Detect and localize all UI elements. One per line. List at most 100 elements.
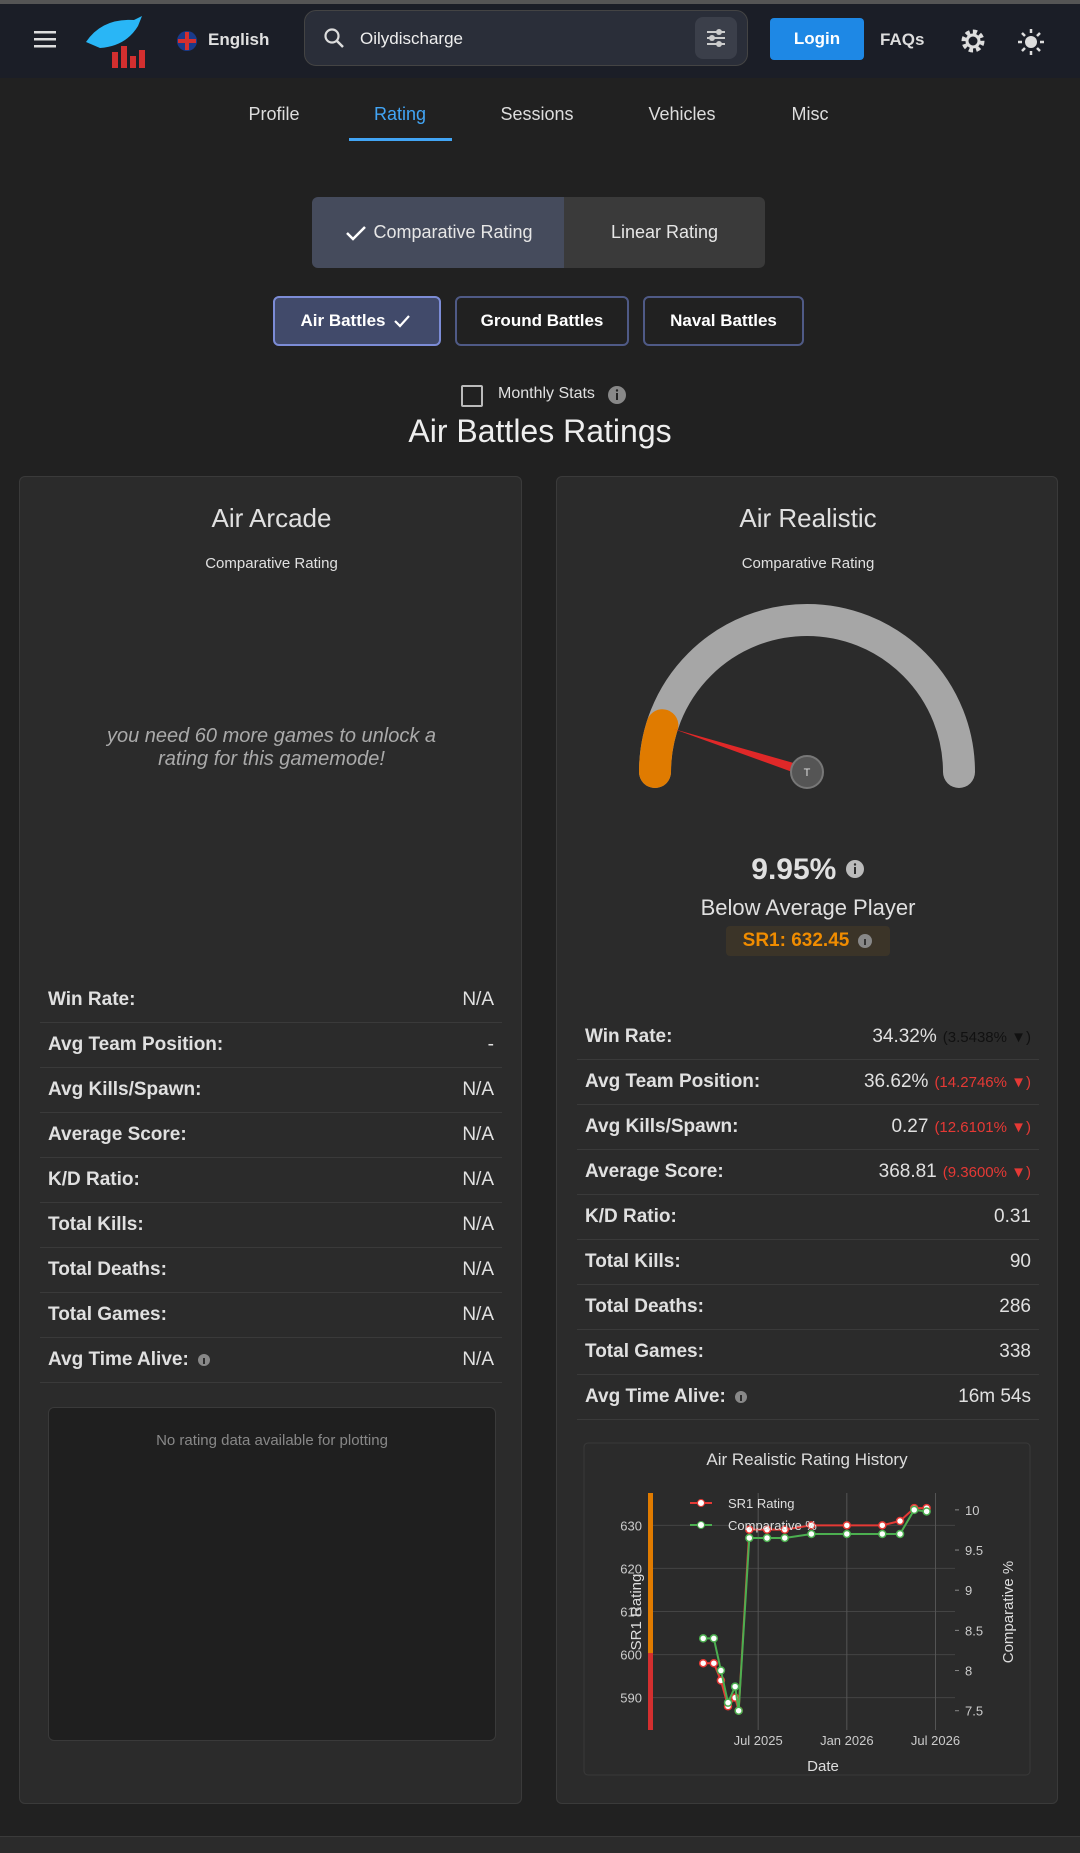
logo[interactable]	[82, 12, 150, 72]
stat-row: Win Rate: 34.32% (3.5438% ▼)	[577, 1015, 1039, 1060]
stat-row: Average Score: 368.81 (9.3600% ▼)	[577, 1150, 1039, 1195]
tab[interactable]: Rating	[373, 104, 427, 124]
stat-value-group: N/A	[462, 1259, 494, 1281]
battle-air[interactable]: Air Battles	[273, 296, 441, 346]
stat-value: N/A	[462, 1259, 494, 1280]
battle-label: Air Battles	[300, 311, 386, 330]
rating-label: Below Average Player	[700, 895, 916, 920]
stat-value-group: 34.32% (3.5438% ▼)	[872, 1026, 1031, 1048]
stat-row: Avg Team Position: -	[40, 1023, 502, 1068]
stat-change: (9.3600% ▼)	[942, 1163, 1031, 1181]
info-icon[interactable]	[607, 385, 627, 405]
faqs-link[interactable]: FAQs	[880, 30, 925, 49]
stat-label: Total Deaths:	[585, 1296, 704, 1317]
stat-label: Average Score:	[48, 1124, 187, 1145]
battle-ground[interactable]: Ground Battles	[455, 296, 629, 346]
monthly-checkbox[interactable]	[461, 385, 483, 407]
stat-label: Avg Team Position:	[585, 1071, 761, 1092]
unlock-message: you need 60 more games to unlock a ratin…	[106, 725, 437, 770]
stat-value: 36.62%	[863, 1071, 929, 1092]
next-card	[0, 1836, 1080, 1853]
stat-row: Total Games: 338	[577, 1330, 1039, 1375]
stat-value: N/A	[462, 1124, 494, 1145]
stat-value: N/A	[462, 1169, 494, 1190]
sr1-badge: SR1: 632.45	[726, 926, 890, 956]
search-box[interactable]: Oilydischarge	[304, 10, 748, 66]
search-icon	[324, 28, 344, 48]
stat-row: Win Rate: N/A	[40, 978, 502, 1023]
stat-label: Total Games:	[48, 1304, 167, 1325]
stat-value-group: N/A	[462, 1349, 494, 1371]
theme-icon[interactable]	[1017, 28, 1045, 56]
stat-row: Avg Team Position: 36.62% (14.2746% ▼)	[577, 1060, 1039, 1105]
stat-value: 338	[999, 1341, 1031, 1362]
stat-value: N/A	[462, 1079, 494, 1100]
stat-change: (12.6101% ▼)	[934, 1118, 1031, 1136]
rating-mode-toggle: Comparative Rating Linear Rating	[312, 197, 765, 268]
filter-button[interactable]	[695, 17, 737, 59]
stats-table: Win Rate: N/A Avg Team Position: - Avg Kills…	[40, 978, 502, 1383]
stat-row: Total Deaths: N/A	[40, 1248, 502, 1293]
mode-comparative[interactable]: Comparative Rating	[312, 197, 564, 268]
stat-value: 90	[1009, 1251, 1031, 1272]
gauge-value: 9.95%	[557, 853, 1059, 887]
login-button[interactable]: Login	[770, 18, 864, 60]
info-icon[interactable]	[734, 1390, 748, 1404]
stat-value-group: N/A	[462, 1304, 494, 1326]
mode-linear[interactable]: Linear Rating	[564, 197, 765, 268]
stat-value: N/A	[462, 1349, 494, 1370]
search-text: Oilydischarge	[360, 29, 463, 48]
flag-icon	[177, 31, 197, 51]
stat-value: N/A	[462, 1304, 494, 1325]
stat-label: Avg Time Alive:	[48, 1349, 211, 1371]
settings-icon[interactable]	[960, 28, 986, 54]
stat-value: -	[487, 1034, 494, 1055]
section-title: Air Battles Ratings	[408, 413, 672, 449]
menu-icon[interactable]	[34, 30, 58, 50]
stat-value: N/A	[462, 989, 494, 1010]
info-icon[interactable]	[197, 1353, 211, 1367]
stat-value-group: N/A	[462, 1169, 494, 1191]
card-air-arcade: Air Arcade Comparative Rating you need 6…	[19, 476, 522, 1804]
stat-value-group: 368.81 (9.3600% ▼)	[879, 1161, 1031, 1183]
card-subtitle: Comparative Rating	[205, 555, 338, 572]
stat-value-group: 0.27 (12.6101% ▼)	[891, 1116, 1031, 1138]
stat-label: Total Deaths:	[48, 1259, 167, 1280]
stat-value-group: 36.62% (14.2746% ▼)	[864, 1071, 1031, 1093]
stat-value: 286	[999, 1296, 1031, 1317]
monthly-label: Monthly Stats	[498, 385, 595, 402]
stat-label: Avg Time Alive:	[585, 1386, 748, 1408]
tab[interactable]: Sessions	[500, 104, 574, 124]
language[interactable]: English	[208, 30, 270, 49]
stat-value-group: -	[488, 1034, 494, 1056]
stat-value-group: 286	[999, 1296, 1031, 1318]
stat-change: (3.5438% ▼)	[942, 1028, 1031, 1046]
stat-value: 368.81	[878, 1161, 937, 1182]
tab[interactable]: Misc	[791, 104, 829, 124]
plot-placeholder: No rating data available for plotting	[48, 1407, 496, 1741]
stat-label: K/D Ratio:	[48, 1169, 140, 1190]
mode-label: Comparative Rating	[373, 222, 533, 242]
tab[interactable]: Vehicles	[648, 104, 716, 124]
card-title: Air Realistic	[739, 503, 877, 533]
tab[interactable]: Profile	[248, 104, 300, 124]
stat-row: Avg Time Alive: N/A	[40, 1338, 502, 1383]
stat-value-group: 0.31	[994, 1206, 1031, 1228]
card-air-realistic: Air Realistic Comparative Rating 9.95% B…	[556, 476, 1058, 1804]
stat-value: 34.32%	[872, 1026, 937, 1047]
stat-value-group: N/A	[462, 1124, 494, 1146]
stat-label: Win Rate:	[48, 989, 136, 1010]
stat-value-group: N/A	[462, 1214, 494, 1236]
battle-naval[interactable]: Naval Battles	[643, 296, 804, 346]
stat-label: Avg Kills/Spawn:	[585, 1116, 739, 1137]
stat-value-group: 338	[999, 1341, 1031, 1363]
stat-label: Total Kills:	[48, 1214, 144, 1235]
stat-row: Total Deaths: 286	[577, 1285, 1039, 1330]
stat-label: Total Kills:	[585, 1251, 681, 1272]
stat-label: K/D Ratio:	[585, 1206, 677, 1227]
stat-value-group: 16m 54s	[958, 1386, 1031, 1408]
stat-change: (14.2746% ▼)	[934, 1073, 1031, 1091]
stat-value-group: 90	[1010, 1251, 1031, 1273]
stat-value: 0.27	[891, 1116, 929, 1137]
